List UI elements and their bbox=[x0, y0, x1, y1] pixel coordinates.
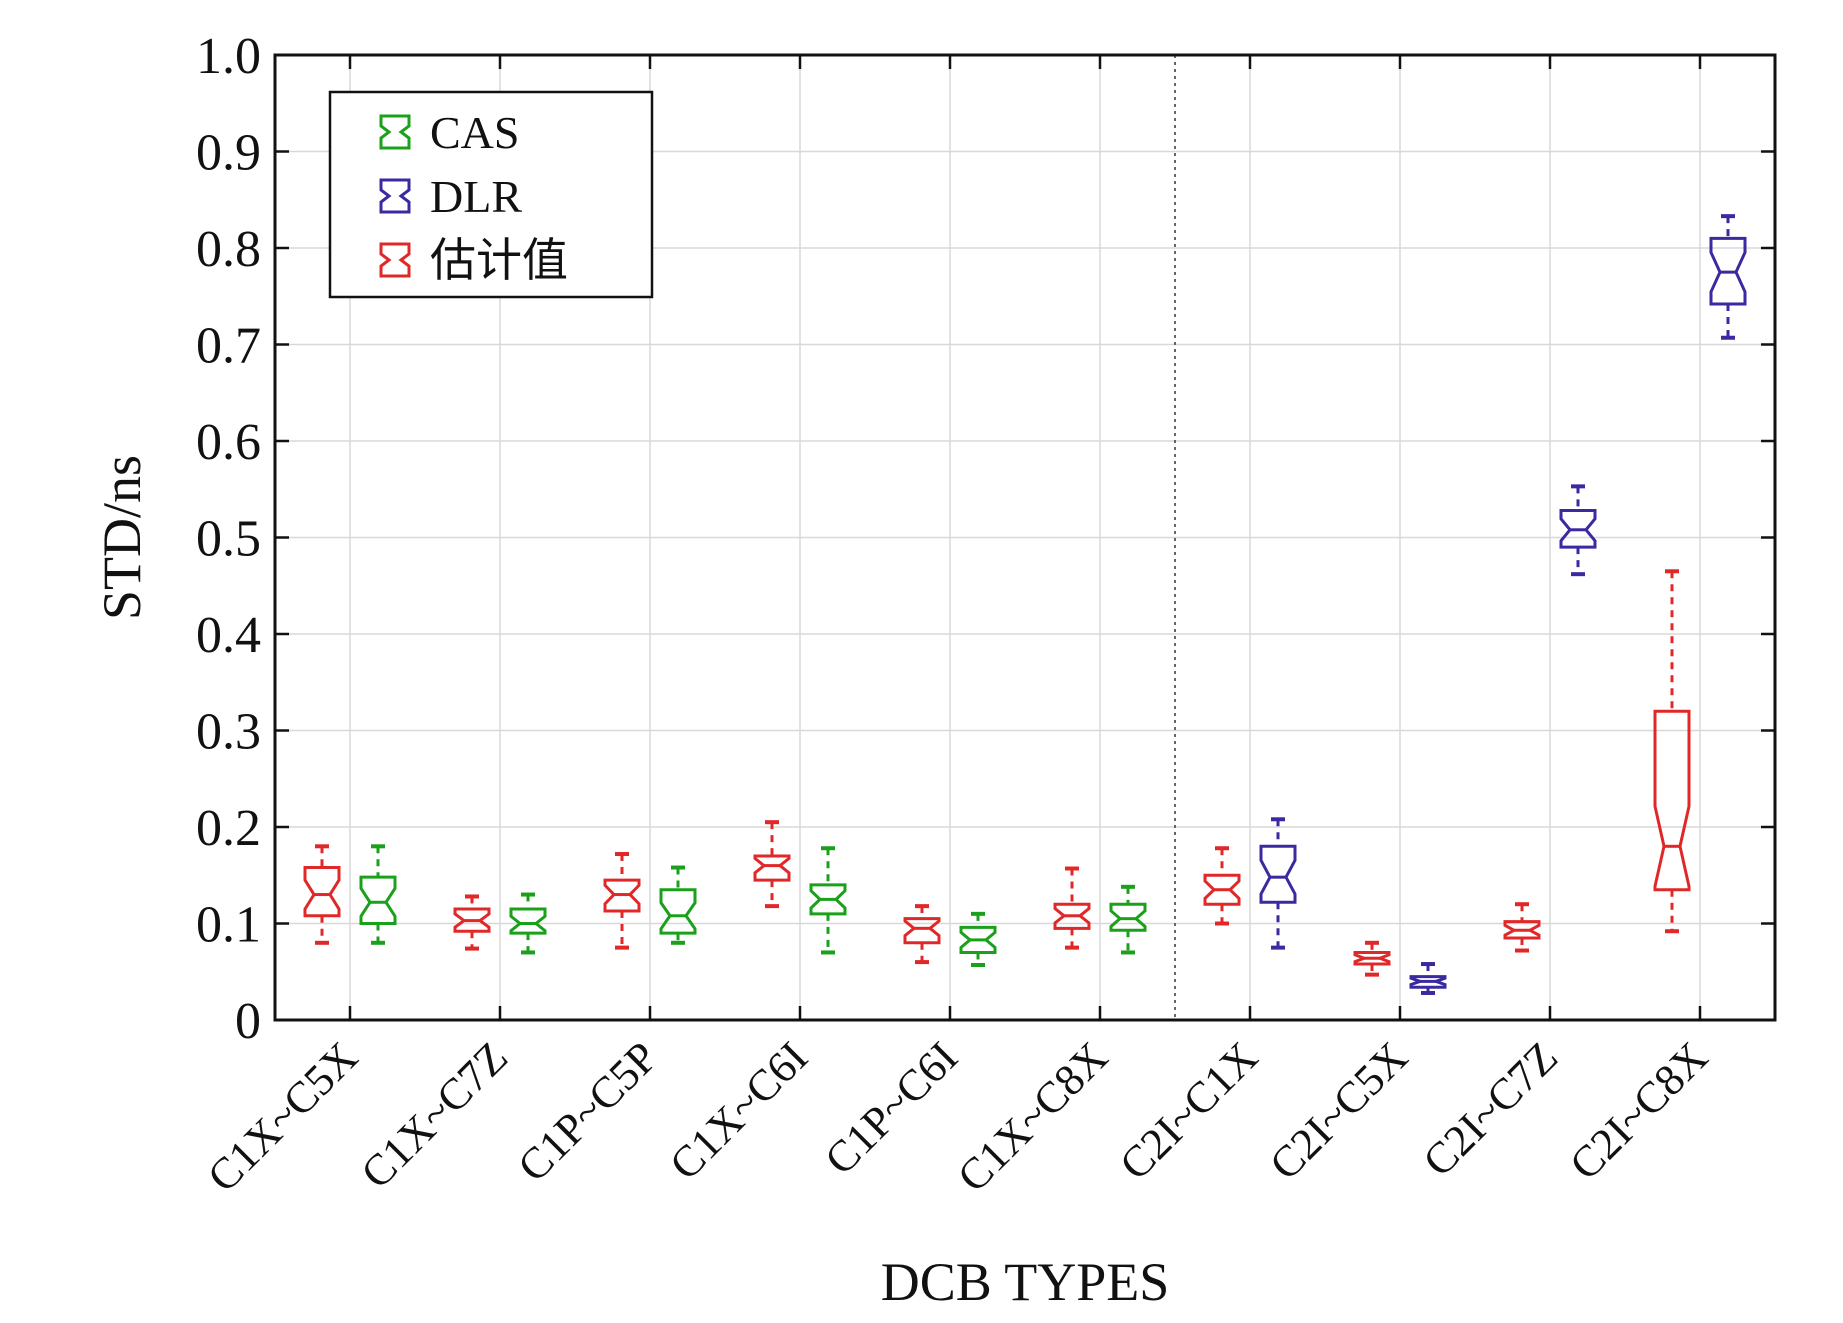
y-tick-label: 1.0 bbox=[196, 28, 261, 85]
box-CAS-C1P~C5P bbox=[659, 865, 697, 945]
x-tick-label: C1X~C8X bbox=[948, 1032, 1117, 1201]
legend-swatch-icon bbox=[379, 178, 411, 214]
notched-box bbox=[1259, 844, 1297, 904]
y-tick-label: 0.8 bbox=[196, 221, 261, 278]
x-tick-label: C1X~C6I bbox=[660, 1032, 817, 1189]
notched-box bbox=[1203, 873, 1241, 906]
y-tick-label: 0.7 bbox=[196, 318, 261, 375]
y-axis-title: STD/ns bbox=[92, 455, 152, 620]
notched-box bbox=[1053, 902, 1091, 930]
notched-box bbox=[453, 907, 491, 933]
x-tick-label: C2I~C8X bbox=[1560, 1032, 1717, 1189]
legend-item-CAS: CAS bbox=[379, 107, 519, 158]
x-tick-label: C2I~C7Z bbox=[1414, 1032, 1567, 1185]
box-DLR-C2I~C5X bbox=[1409, 962, 1447, 995]
box-CAS-C1X~C6I bbox=[809, 846, 847, 955]
notched-box bbox=[903, 917, 941, 945]
legend-label: CAS bbox=[430, 107, 519, 158]
notched-box bbox=[1559, 508, 1597, 549]
box-估计值-C1P~C6I bbox=[903, 904, 941, 965]
box-估计值-C2I~C8X bbox=[1653, 569, 1691, 934]
legend: CAS DLR 估计值 bbox=[328, 90, 654, 299]
notched-box bbox=[809, 883, 847, 916]
box-CAS-C1X~C5X bbox=[359, 844, 397, 945]
notched-box bbox=[1409, 975, 1447, 989]
notched-box bbox=[659, 888, 697, 935]
boxes bbox=[303, 214, 1747, 995]
notched-box bbox=[603, 878, 641, 913]
legend-label: 估计值 bbox=[430, 235, 568, 286]
y-tick-label: 0.5 bbox=[196, 511, 261, 568]
y-axis-ticks: 0 0.1 0.2 0.3 0.4 0.5 0.6 0.7 0.8 0.9 1.0 bbox=[196, 28, 1775, 1050]
box-估计值-C1X~C5X bbox=[303, 844, 341, 945]
notched-box bbox=[509, 907, 547, 935]
notched-box bbox=[303, 866, 341, 918]
x-axis-title: DCB TYPES bbox=[881, 1252, 1170, 1312]
y-tick-label: 0.2 bbox=[196, 800, 261, 857]
x-tick-label: C1P~C6I bbox=[815, 1032, 967, 1184]
box-估计值-C1P~C5P bbox=[603, 852, 641, 950]
box-估计值-C2I~C7Z bbox=[1503, 902, 1541, 953]
legend-swatch-icon bbox=[379, 114, 411, 150]
legend-item-DLR: DLR bbox=[379, 171, 522, 222]
y-tick-label: 0 bbox=[235, 993, 261, 1050]
legend-item-估计值: 估计值 bbox=[379, 235, 568, 286]
y-tick-label: 0.3 bbox=[196, 704, 261, 761]
box-DLR-C2I~C1X bbox=[1259, 817, 1297, 950]
x-tick-label: C1P~C5P bbox=[508, 1032, 667, 1191]
box-CAS-C1P~C6I bbox=[959, 911, 997, 967]
x-tick-label: C1X~C7Z bbox=[351, 1032, 517, 1198]
y-tick-label: 0.9 bbox=[196, 125, 261, 182]
box-估计值-C1X~C6I bbox=[753, 820, 791, 909]
legend-label: DLR bbox=[430, 171, 522, 222]
x-tick-label: C2I~C5X bbox=[1260, 1032, 1417, 1189]
notched-box bbox=[1503, 920, 1541, 940]
legend-swatch-icon bbox=[379, 242, 411, 278]
box-估计值-C2I~C1X bbox=[1203, 846, 1241, 926]
notched-box bbox=[1353, 950, 1391, 966]
notched-box bbox=[1709, 236, 1747, 306]
y-tick-label: 0.6 bbox=[196, 414, 261, 471]
box-DLR-C2I~C8X bbox=[1709, 214, 1747, 340]
box-估计值-C1X~C8X bbox=[1053, 866, 1091, 950]
notched-box bbox=[959, 925, 997, 954]
box-CAS-C1X~C8X bbox=[1109, 884, 1147, 955]
box-DLR-C2I~C7Z bbox=[1559, 484, 1597, 577]
y-tick-label: 0.4 bbox=[196, 607, 261, 664]
box-估计值-C1X~C7Z bbox=[453, 894, 491, 951]
x-tick-label: C2I~C1X bbox=[1110, 1032, 1267, 1189]
notched-box bbox=[753, 854, 791, 882]
box-估计值-C2I~C5X bbox=[1353, 940, 1391, 977]
notched-box bbox=[1653, 709, 1691, 892]
y-tick-label: 0.1 bbox=[196, 897, 261, 954]
box-CAS-C1X~C7Z bbox=[509, 892, 547, 955]
notched-box bbox=[359, 875, 397, 925]
x-tick-label: C1X~C5X bbox=[198, 1032, 367, 1201]
notched-box bbox=[1109, 902, 1147, 932]
